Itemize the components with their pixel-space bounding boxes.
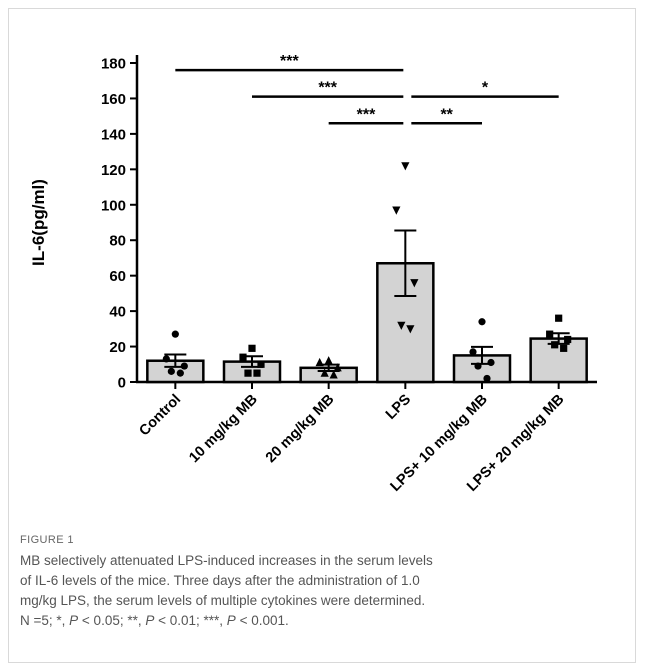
data-points	[162, 162, 572, 383]
caption-line-3: mg/kg LPS, the serum levels of multiple …	[20, 593, 426, 608]
data-point	[324, 356, 333, 365]
caption-text: MB selectively attenuated LPS-induced in…	[20, 551, 630, 631]
y-tick-label: 140	[101, 126, 126, 143]
figure-caption: FIGURE 1 MB selectively attenuated LPS-i…	[20, 534, 630, 631]
data-point	[551, 341, 559, 349]
significance-label: **	[440, 106, 453, 123]
y-tick-label: 20	[109, 339, 126, 356]
y-tick-label: 40	[109, 304, 126, 321]
data-point	[406, 325, 415, 334]
x-tick-label: Control	[136, 392, 184, 440]
data-point	[171, 330, 179, 338]
data-point	[244, 369, 252, 377]
y-tick-label: 120	[101, 162, 126, 179]
data-point	[239, 353, 247, 361]
data-point	[180, 362, 188, 370]
data-point	[478, 318, 486, 326]
caption-line-1: MB selectively attenuated LPS-induced in…	[20, 553, 433, 568]
data-point	[397, 321, 406, 330]
y-tick-label: 180	[101, 56, 126, 73]
y-tick-label: 160	[101, 91, 126, 108]
x-tick-label: 20 mg/kg MB	[263, 392, 338, 467]
data-point	[487, 358, 495, 367]
y-axis-title: IL-6(pg/ml)	[29, 179, 48, 266]
bar	[529, 337, 588, 384]
y-tick-label: 100	[101, 197, 126, 214]
data-point	[560, 344, 568, 352]
y-tick-label: 0	[118, 375, 126, 392]
data-point	[555, 314, 563, 322]
data-point	[253, 369, 261, 377]
il6-bar-chart: ********* *** 020406080100120140160180IL-…	[29, 53, 597, 495]
x-tick-label: LPS	[383, 391, 414, 422]
significance-label: ***	[357, 106, 376, 123]
significance-brackets: ********* ***	[175, 53, 559, 125]
data-point	[474, 362, 482, 370]
caption-line-4: N =5; *, P < 0.05; **, P < 0.01; ***, P …	[20, 613, 289, 628]
significance-label: ***	[318, 80, 337, 97]
data-point	[333, 363, 342, 372]
data-point	[329, 370, 338, 379]
data-point	[483, 374, 491, 383]
data-point	[162, 355, 170, 363]
x-tick-label: 10 mg/kg MB	[186, 392, 261, 467]
data-point	[469, 348, 477, 356]
data-point	[315, 357, 324, 367]
data-point	[392, 206, 401, 215]
significance-label: *	[482, 80, 489, 97]
data-point	[546, 330, 554, 338]
axes	[130, 55, 597, 389]
axis-labels: 0 20 40 60 80 100 120 140 160 180 IL-6(pg/ml) Contr…	[29, 56, 567, 495]
data-point	[320, 368, 329, 377]
figure-frame	[8, 8, 636, 663]
data-point	[410, 279, 419, 288]
data-point	[248, 344, 256, 352]
y-tick-label: 80	[109, 233, 126, 250]
caption-line-2: of IL-6 levels of the mice. Three days a…	[20, 573, 420, 588]
data-point	[257, 360, 265, 368]
bars	[146, 262, 588, 384]
data-point	[401, 162, 410, 171]
error-bars	[164, 229, 570, 373]
data-point	[564, 335, 572, 344]
y-tick-label: 60	[109, 268, 126, 285]
data-point	[167, 367, 175, 375]
significance-label: ***	[280, 53, 299, 70]
figure-label: FIGURE 1	[20, 534, 74, 546]
data-point	[176, 369, 184, 377]
